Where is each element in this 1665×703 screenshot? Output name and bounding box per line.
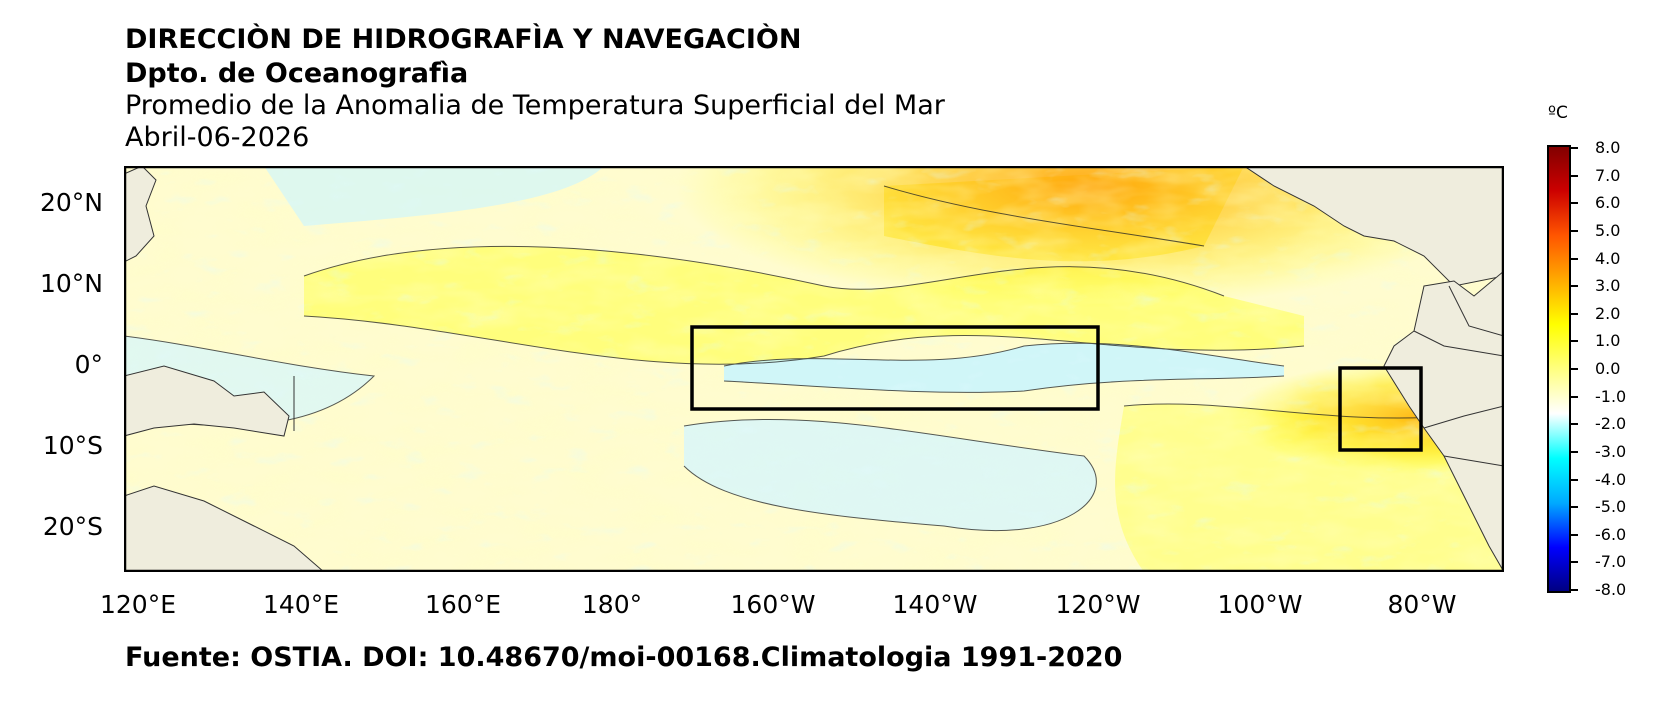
nino12-box (1338, 366, 1423, 452)
colorbar-tick-mark (1571, 368, 1578, 370)
colorbar-tick-label: 1.0 (1595, 331, 1621, 351)
colorbar-tick-label: 6.0 (1595, 193, 1621, 213)
colorbar-tick-mark (1571, 395, 1578, 398)
lat-label-20n: 20°N (39, 188, 103, 217)
colorbar-tick-mark (1571, 229, 1578, 232)
lon-label-160w: 160°W (730, 590, 816, 619)
country-borders (293, 285, 1504, 467)
cool-texture (124, 166, 1504, 572)
land-new-guinea (124, 365, 290, 437)
sst-anomaly-map (124, 166, 1504, 572)
colorbar-tick-label: 2.0 (1595, 303, 1621, 323)
map-frame (124, 166, 1504, 572)
colorbar-tick-mark (1571, 257, 1578, 260)
colorbar-tick-mark (1571, 285, 1578, 288)
map-title: Promedio de la Anomalia de Temperatura S… (125, 90, 945, 121)
lat-label-10n: 10°N (39, 269, 103, 298)
land-mexico (1209, 166, 1504, 287)
lon-label-120e: 120°E (99, 590, 177, 619)
lon-label-120w: 120°W (1055, 590, 1141, 619)
colorbar-tick-mark (1571, 533, 1578, 536)
colorbar-tick-mark (1571, 506, 1578, 509)
colorbar-tick-label: 5.0 (1595, 220, 1621, 240)
lon-label-140w: 140°W (892, 590, 978, 619)
header-department: Dpto. de Oceanografìa (125, 58, 469, 89)
colorbar-tick-mark (1571, 174, 1578, 177)
colorbar-tick-mark (1571, 589, 1578, 591)
land-australia (124, 485, 325, 572)
colorbar-tick-label: -2.0 (1595, 414, 1627, 434)
colorbar-tick-label: -3.0 (1595, 441, 1627, 461)
colorbar-tick-label: 3.0 (1595, 276, 1621, 296)
colorbar-tick-label: 0.0 (1595, 359, 1621, 378)
colorbar-tick-label: 4.0 (1595, 248, 1621, 268)
lon-label-80w: 80°W (1387, 590, 1457, 619)
colorbar-tick-label: -4.0 (1595, 469, 1627, 489)
source-footer: Fuente: OSTIA. DOI: 10.48670/moi-00168.C… (125, 642, 1123, 673)
colorbar-tick-label: 8.0 (1595, 138, 1621, 157)
colorbar-tick-mark (1571, 561, 1578, 564)
colorbar-tick-mark (1571, 450, 1578, 453)
header-institution: DIRECCIÒN DE HIDROGRAFÌA Y NAVEGACIÒN (125, 24, 802, 55)
colorbar-tick-mark (1571, 147, 1578, 149)
lon-label-100w: 100°W (1217, 590, 1303, 619)
colorbar-unit: ºC (1548, 103, 1568, 123)
colorbar-gradient (1547, 145, 1571, 593)
colorbar-tick-mark (1571, 312, 1578, 315)
lon-label-140e: 140°E (262, 590, 340, 619)
lat-label-10s: 10°S (42, 431, 103, 460)
nino34-box (690, 325, 1100, 411)
colorbar-tick-mark (1571, 423, 1578, 426)
colorbar (1547, 145, 1571, 593)
colorbar-tick-label: -5.0 (1595, 497, 1627, 517)
colorbar-tick-mark (1571, 340, 1578, 343)
colorbar-tick-label: -1.0 (1595, 386, 1627, 406)
lon-label-180: 180° (581, 590, 643, 619)
colorbar-tick-label: -7.0 (1595, 552, 1627, 572)
lon-label-160e: 160°E (424, 590, 502, 619)
map-date: Abril-06-2026 (125, 122, 310, 153)
colorbar-tick-label: 7.0 (1595, 165, 1621, 185)
colorbar-tick-mark (1571, 202, 1578, 205)
lat-label-eq: 0° (74, 350, 103, 379)
lat-label-20s: 20°S (42, 512, 103, 541)
colorbar-tick-mark (1571, 478, 1578, 481)
colorbar-tick-label: -8.0 (1595, 580, 1627, 599)
colorbar-tick-label: -6.0 (1595, 524, 1627, 544)
